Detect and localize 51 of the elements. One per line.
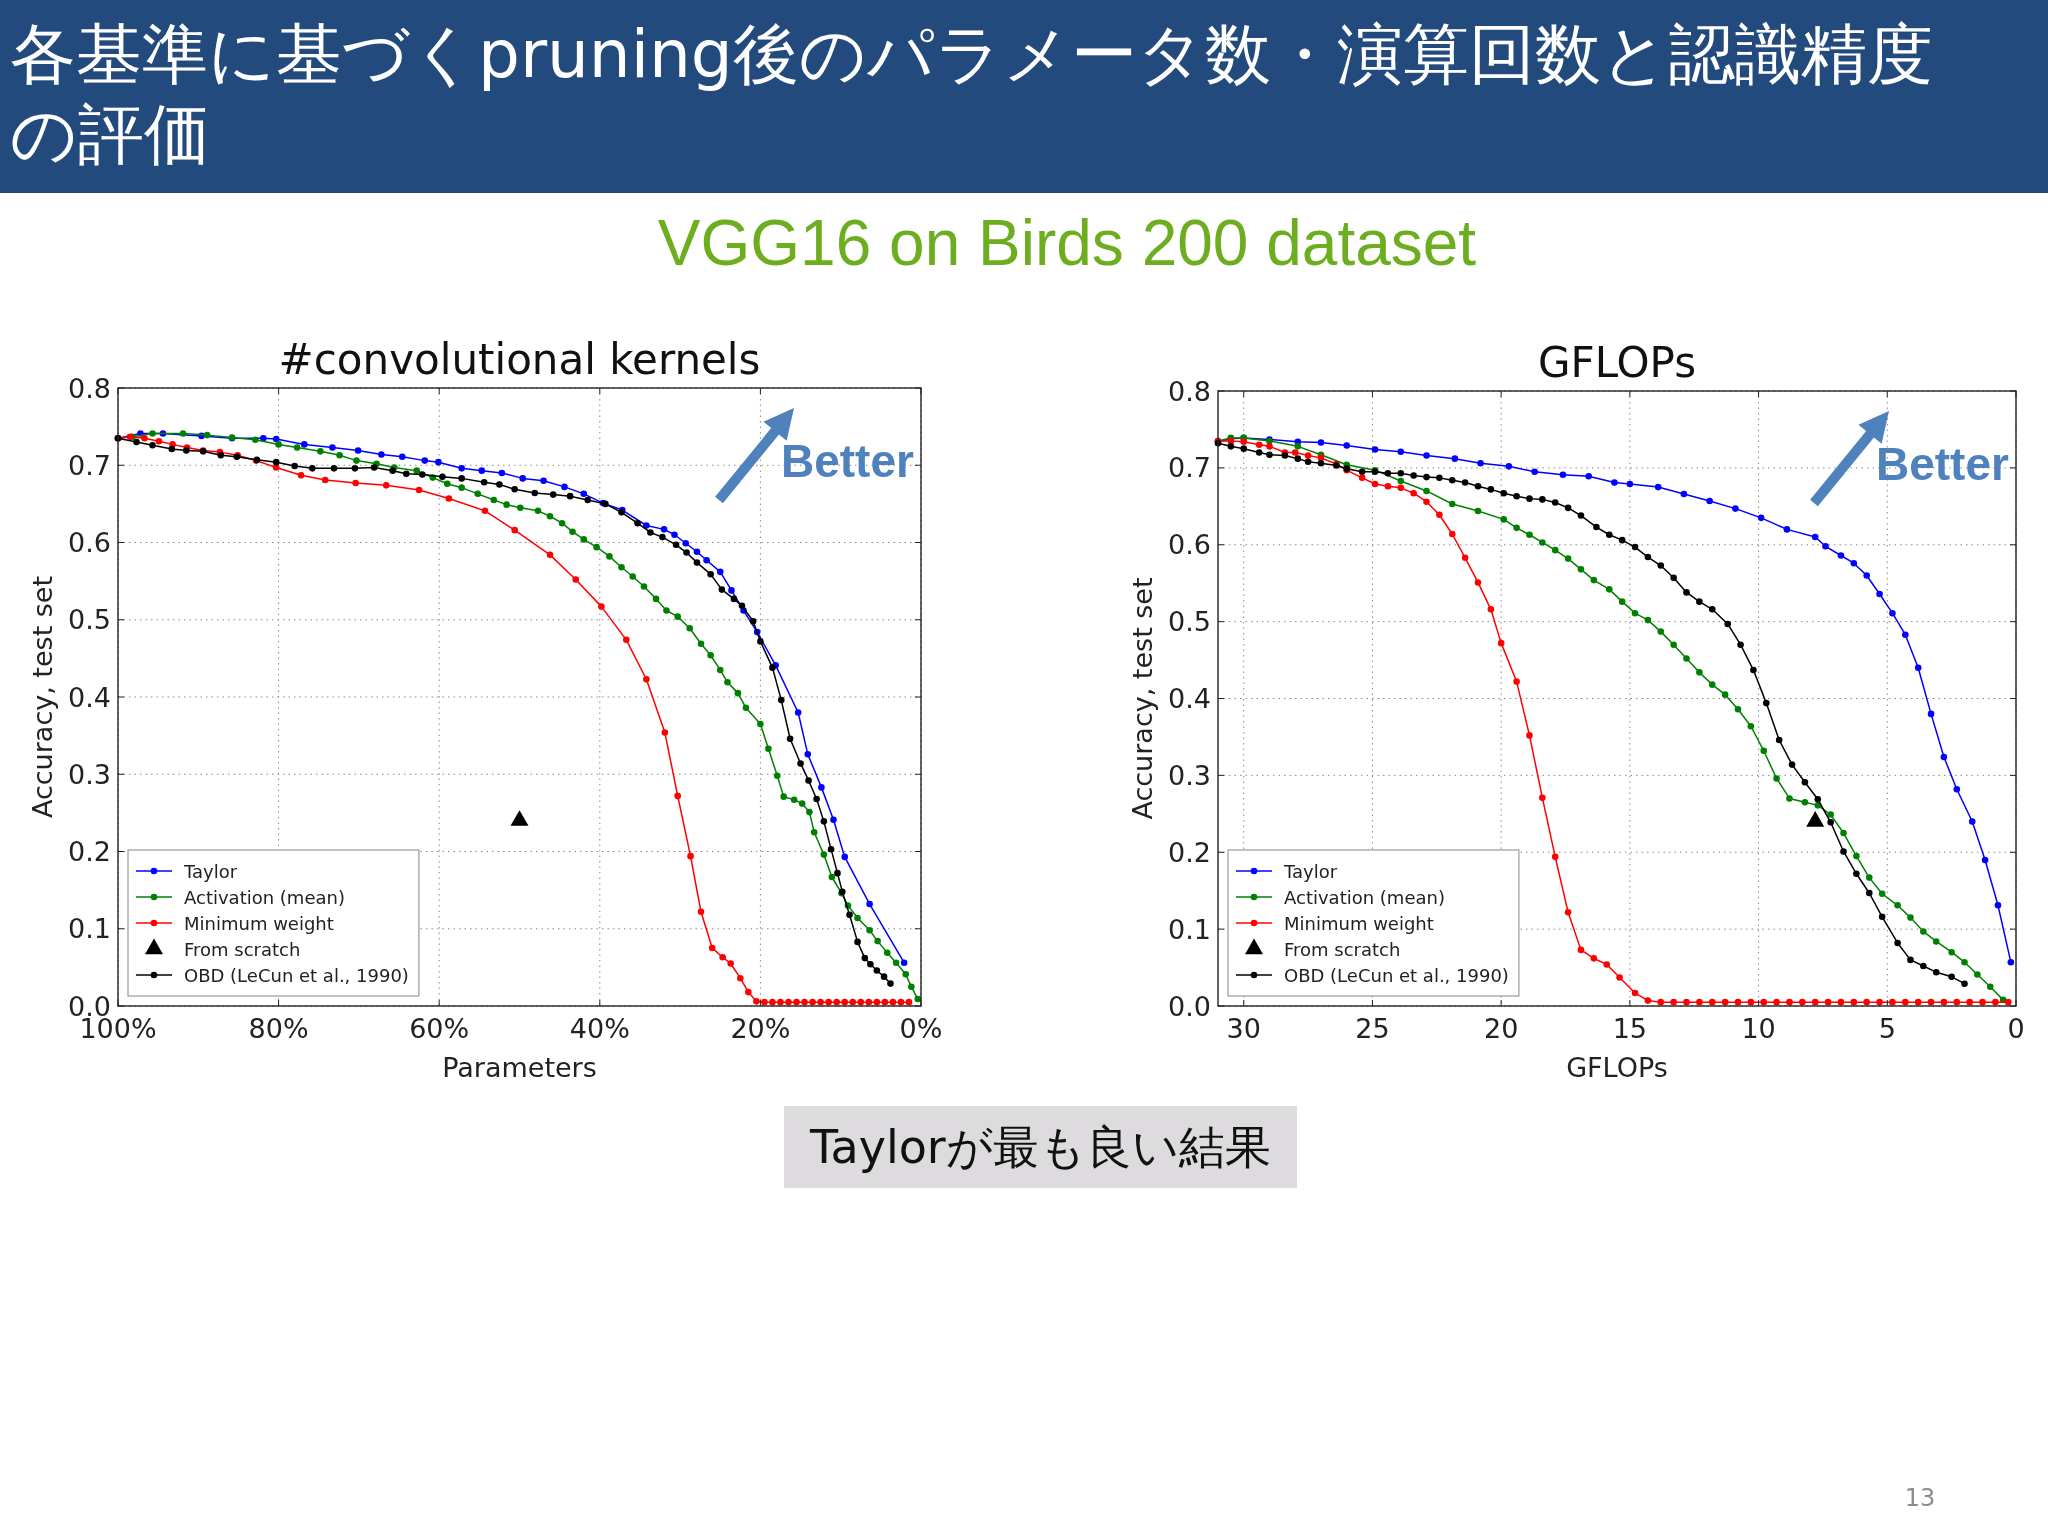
- x-tick-label: 30: [1226, 1013, 1261, 1044]
- chart-title: GFLOPs: [1537, 338, 1697, 387]
- y-tick-label: 0.5: [1168, 606, 1211, 638]
- legend-label: Minimum weight: [184, 912, 334, 934]
- y-tick-label: 0.8: [1168, 375, 1211, 407]
- y-tick-label: 0.5: [68, 604, 111, 636]
- y-tick-label: 0.2: [1168, 836, 1211, 868]
- y-tick-label: 0.3: [1168, 759, 1211, 791]
- legend-label: Activation (mean): [184, 886, 345, 908]
- y-tick-label: 0.6: [1168, 529, 1211, 561]
- chart-title: #convolutional kernels: [278, 335, 761, 384]
- x-tick-label: 60%: [409, 1013, 470, 1044]
- legend-label: OBD (LeCun et al., 1990): [184, 964, 409, 986]
- annotation: Better: [1876, 438, 2010, 490]
- y-tick-label: 0.7: [68, 449, 111, 481]
- x-tick-label: 10: [1741, 1013, 1776, 1044]
- y-tick-label: 0.3: [68, 758, 111, 790]
- y-tick-label: 0.4: [1168, 683, 1211, 714]
- y-tick-label: 0.0: [1168, 990, 1211, 1022]
- x-tick-label: 5: [1878, 1013, 1896, 1044]
- caption-box: Taylorが最も良い結果: [784, 1106, 1297, 1188]
- text: VGG16 on Birds 200 dataset: [657, 206, 1477, 281]
- legend-label: Taylor: [183, 860, 238, 882]
- x-tick-label: 40%: [569, 1013, 630, 1044]
- x-tick-label: 20: [1483, 1013, 1519, 1044]
- legend-label: OBD (LeCun et al., 1990): [1284, 964, 1509, 986]
- y-axis-title: Accuracy, test set: [1126, 577, 1158, 820]
- y-tick-label: 0.1: [68, 913, 111, 945]
- y-tick-label: 0.8: [68, 372, 111, 404]
- y-tick-label: 0.7: [1168, 452, 1211, 484]
- x-axis-title: GFLOPs: [1566, 1052, 1668, 1083]
- y-axis-title: Accuracy, test set: [26, 575, 58, 819]
- y-tick-label: 0.4: [68, 681, 111, 713]
- legend-label: Activation (mean): [1284, 886, 1445, 908]
- legend-label: From scratch: [1284, 938, 1401, 960]
- x-tick-label: 15: [1612, 1013, 1648, 1044]
- x-tick-label: 20%: [730, 1013, 791, 1044]
- annotation: Better: [781, 435, 915, 487]
- legend-label: From scratch: [184, 938, 301, 960]
- x-axis-title: Parameters: [442, 1052, 597, 1083]
- x-tick-label: 0%: [899, 1013, 943, 1044]
- x-tick-label: 25: [1355, 1013, 1390, 1044]
- y-tick-label: 0.1: [1168, 913, 1211, 945]
- x-tick-label: 0: [2007, 1013, 2025, 1044]
- y-tick-label: 0.6: [68, 527, 111, 558]
- text: 各基準に基づくpruning後のパラメータ数・演算回数と認識精度の評価: [10, 15, 1934, 175]
- x-tick-label: 80%: [248, 1013, 309, 1044]
- legend-label: Minimum weight: [1284, 912, 1434, 934]
- y-tick-label: 0.2: [68, 836, 111, 867]
- legend-label: Taylor: [1283, 860, 1338, 882]
- text: 13: [1904, 1484, 1936, 1512]
